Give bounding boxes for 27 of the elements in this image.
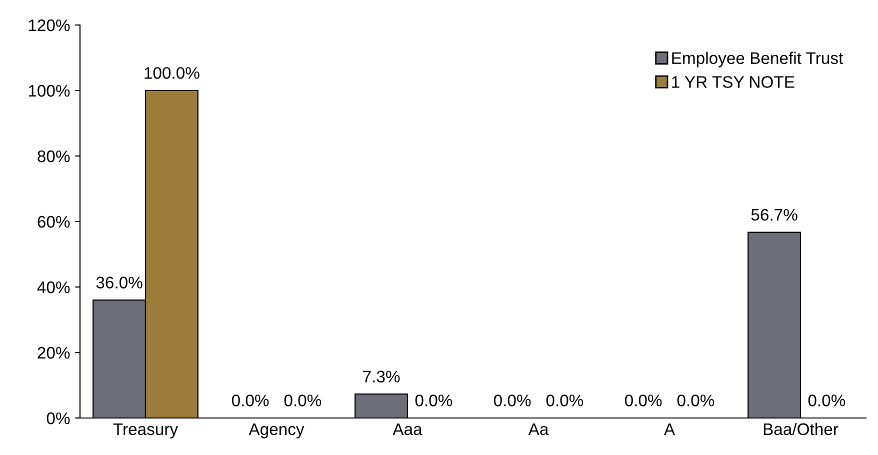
x-tick-label: A: [664, 423, 676, 435]
data-label: 0.0%: [415, 394, 452, 406]
y-tick-label: 100%: [28, 84, 70, 97]
data-label: 0.0%: [808, 394, 846, 406]
data-label: 0.0%: [624, 394, 662, 406]
data-label: 56.7%: [751, 208, 798, 221]
data-label: 0.0%: [546, 394, 584, 406]
data-label: 36.0%: [96, 276, 142, 288]
x-tick-label: Agency: [248, 423, 304, 438]
y-tick-label: 60%: [38, 216, 70, 228]
legend-label: 1 YR TSY NOTE: [672, 76, 794, 88]
y-tick-label: 40%: [37, 281, 70, 294]
x-tick-label: Baa/Other: [764, 422, 838, 436]
y-tick-label: 20%: [38, 346, 70, 359]
x-tick-label: Aa: [528, 423, 549, 436]
legend-label: Employee Benefit Trust: [672, 52, 844, 68]
data-label: 100.0%: [144, 67, 200, 79]
data-label: 0.0%: [677, 394, 714, 406]
x-tick-label: Aaa: [392, 423, 422, 436]
y-tick-label: 0%: [46, 412, 70, 424]
y-tick-label: 120%: [28, 19, 70, 32]
data-label: 0.0%: [232, 394, 269, 406]
y-tick-label: 80%: [38, 150, 70, 162]
x-tick-label: Treasury: [113, 423, 178, 438]
data-label: 0.0%: [494, 394, 531, 406]
data-label: 0.0%: [284, 394, 322, 406]
data-label: 7.3%: [363, 370, 400, 382]
